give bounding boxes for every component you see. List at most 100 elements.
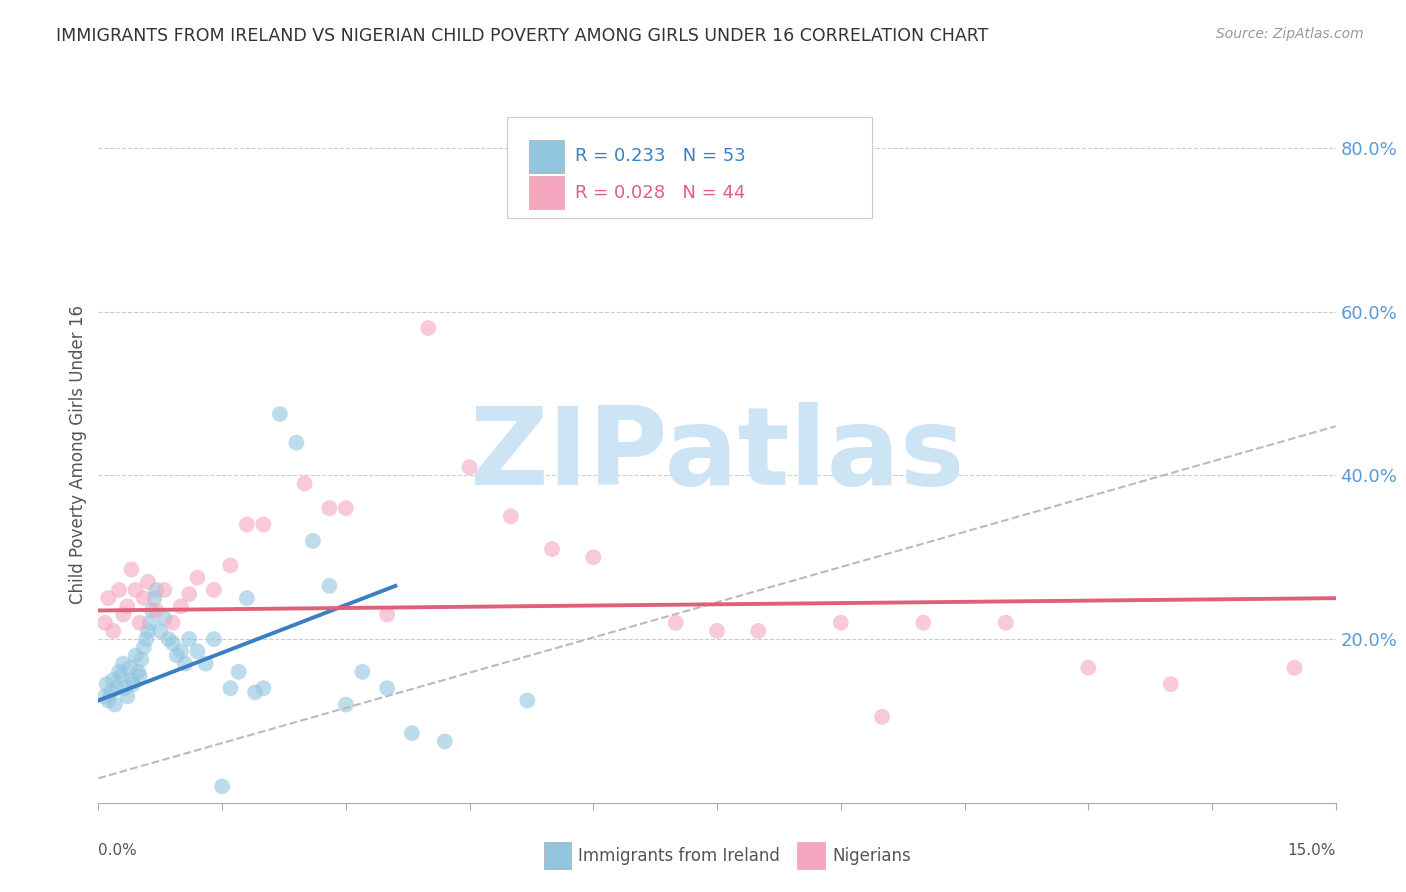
Text: R = 0.233   N = 53: R = 0.233 N = 53 xyxy=(575,147,745,165)
Y-axis label: Child Poverty Among Girls Under 16: Child Poverty Among Girls Under 16 xyxy=(69,305,87,605)
Point xyxy=(186,644,208,658)
Point xyxy=(157,632,180,646)
Point xyxy=(285,435,308,450)
Point xyxy=(162,615,184,630)
Text: R = 0.028   N = 44: R = 0.028 N = 44 xyxy=(575,184,745,202)
Point xyxy=(294,476,316,491)
Point xyxy=(1077,661,1099,675)
Point xyxy=(114,681,136,696)
Point xyxy=(994,615,1017,630)
Point xyxy=(236,517,259,532)
Point xyxy=(117,599,139,614)
Point xyxy=(138,615,160,630)
Point xyxy=(122,677,145,691)
Point xyxy=(243,685,266,699)
Point xyxy=(143,591,166,606)
Text: Source: ZipAtlas.com: Source: ZipAtlas.com xyxy=(1216,27,1364,41)
Point xyxy=(141,603,163,617)
Point xyxy=(252,517,274,532)
Point xyxy=(108,665,131,679)
Text: IMMIGRANTS FROM IRELAND VS NIGERIAN CHILD POVERTY AMONG GIRLS UNDER 16 CORRELATI: IMMIGRANTS FROM IRELAND VS NIGERIAN CHIL… xyxy=(56,27,988,45)
Point xyxy=(582,550,605,565)
Point xyxy=(94,690,117,704)
Point xyxy=(128,615,150,630)
Point xyxy=(830,615,852,630)
Point xyxy=(516,693,538,707)
Point xyxy=(118,661,141,675)
Point xyxy=(202,632,225,646)
Point xyxy=(194,657,217,671)
Text: 0.0%: 0.0% xyxy=(98,843,138,858)
Point xyxy=(1160,677,1182,691)
Point xyxy=(145,603,167,617)
Text: 15.0%: 15.0% xyxy=(1288,843,1336,858)
Point xyxy=(112,657,135,671)
Point xyxy=(120,673,142,687)
Point xyxy=(335,698,357,712)
Point xyxy=(174,657,197,671)
Point xyxy=(136,624,159,638)
Point xyxy=(186,571,208,585)
Point xyxy=(124,648,146,663)
FancyBboxPatch shape xyxy=(544,842,571,869)
Point xyxy=(269,407,291,421)
Point xyxy=(219,681,242,696)
Point xyxy=(236,591,259,606)
FancyBboxPatch shape xyxy=(529,176,564,210)
Point xyxy=(103,624,125,638)
Point xyxy=(912,615,935,630)
Point xyxy=(665,615,688,630)
Point xyxy=(252,681,274,696)
Point xyxy=(153,582,176,597)
Point xyxy=(166,648,188,663)
Point xyxy=(97,693,120,707)
Point xyxy=(706,624,728,638)
Point xyxy=(100,685,122,699)
Point xyxy=(375,607,398,622)
Point xyxy=(97,591,120,606)
Point xyxy=(302,533,325,548)
Point xyxy=(499,509,522,524)
Point xyxy=(228,665,250,679)
Point xyxy=(153,612,176,626)
FancyBboxPatch shape xyxy=(529,140,564,173)
Point xyxy=(1284,661,1306,675)
Point xyxy=(418,321,440,335)
Point xyxy=(128,669,150,683)
Point xyxy=(131,652,153,666)
FancyBboxPatch shape xyxy=(797,842,825,869)
Point xyxy=(132,591,155,606)
FancyBboxPatch shape xyxy=(506,118,872,219)
Point xyxy=(132,640,155,655)
Point xyxy=(352,665,374,679)
Point xyxy=(202,582,225,597)
Point xyxy=(433,734,456,748)
Point xyxy=(170,599,193,614)
Point xyxy=(127,665,149,679)
Text: Nigerians: Nigerians xyxy=(832,847,911,864)
Point xyxy=(375,681,398,696)
Point xyxy=(162,636,184,650)
Point xyxy=(110,669,132,683)
Point xyxy=(458,460,481,475)
Point xyxy=(179,632,201,646)
Point xyxy=(170,644,193,658)
Point xyxy=(179,587,201,601)
Point xyxy=(219,558,242,573)
Point xyxy=(124,582,146,597)
Point xyxy=(145,582,167,597)
Text: ZIPatlas: ZIPatlas xyxy=(470,402,965,508)
Point xyxy=(104,698,127,712)
Point xyxy=(318,579,340,593)
Text: Immigrants from Ireland: Immigrants from Ireland xyxy=(578,847,780,864)
Point xyxy=(135,632,157,646)
Point xyxy=(103,673,125,687)
Point xyxy=(401,726,423,740)
Point xyxy=(96,677,118,691)
Point xyxy=(149,624,172,638)
Point xyxy=(211,780,233,794)
Point xyxy=(318,501,340,516)
Point xyxy=(747,624,769,638)
Point xyxy=(94,615,117,630)
Point xyxy=(335,501,357,516)
